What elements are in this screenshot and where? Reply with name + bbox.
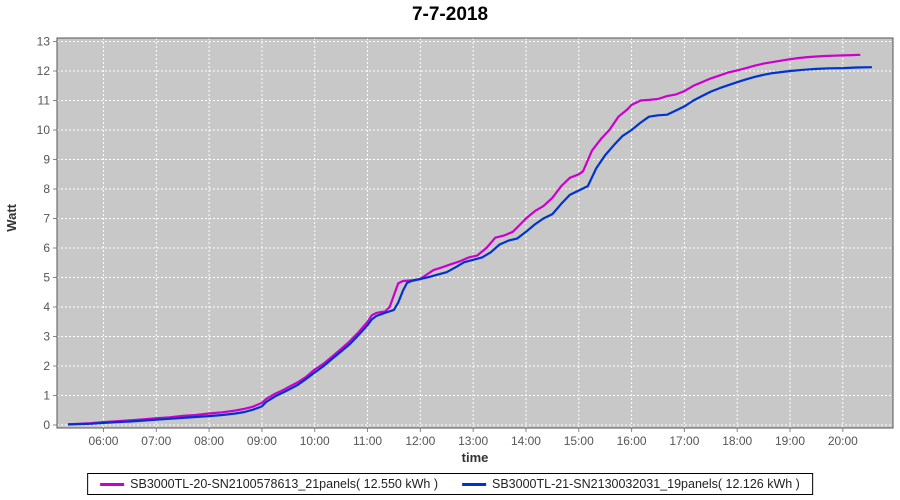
svg-text:10:00: 10:00	[300, 434, 330, 448]
svg-text:12:00: 12:00	[405, 434, 435, 448]
legend-item-series2: SB3000TL-21-SN2130032031_19panels( 12.12…	[462, 477, 800, 491]
svg-text:13:00: 13:00	[458, 434, 488, 448]
svg-text:11: 11	[38, 94, 51, 108]
svg-text:19:00: 19:00	[775, 434, 805, 448]
svg-text:8: 8	[43, 182, 50, 196]
svg-text:1: 1	[43, 389, 50, 403]
svg-text:13: 13	[37, 35, 51, 49]
svg-text:15:00: 15:00	[564, 434, 594, 448]
series2-line-swatch	[462, 482, 486, 486]
chart-title: 7-7-2018	[411, 4, 489, 25]
legend-label-series1: SB3000TL-20-SN2100578613_21panels( 12.55…	[130, 477, 438, 491]
svg-text:10: 10	[37, 123, 51, 137]
svg-text:09:00: 09:00	[247, 434, 277, 448]
svg-text:2: 2	[43, 359, 50, 373]
svg-text:18:00: 18:00	[722, 434, 752, 448]
svg-text:16:00: 16:00	[617, 434, 647, 448]
svg-text:7: 7	[43, 212, 50, 226]
svg-text:6: 6	[43, 241, 50, 255]
svg-text:06:00: 06:00	[88, 434, 118, 448]
svg-text:9: 9	[43, 153, 50, 167]
svg-text:17:00: 17:00	[669, 434, 699, 448]
series1-line-swatch	[100, 482, 125, 486]
svg-text:07:00: 07:00	[141, 434, 171, 448]
svg-text:20:00: 20:00	[828, 434, 858, 448]
svg-text:08:00: 08:00	[194, 434, 224, 448]
legend-item-series1: SB3000TL-20-SN2100578613_21panels( 12.55…	[100, 477, 438, 491]
svg-text:3: 3	[43, 330, 50, 344]
svg-text:12: 12	[37, 64, 51, 78]
svg-text:0: 0	[43, 418, 50, 432]
svg-text:4: 4	[43, 300, 50, 314]
svg-text:14:00: 14:00	[511, 434, 541, 448]
legend-label-series2: SB3000TL-21-SN2130032031_19panels( 12.12…	[492, 477, 800, 491]
legend: SB3000TL-20-SN2100578613_21panels( 12.55…	[87, 473, 813, 495]
svg-text:11:00: 11:00	[353, 434, 382, 448]
x-axis-label: time	[461, 450, 489, 465]
y-axis-label: Watt	[4, 204, 19, 232]
svg-text:5: 5	[43, 271, 50, 285]
